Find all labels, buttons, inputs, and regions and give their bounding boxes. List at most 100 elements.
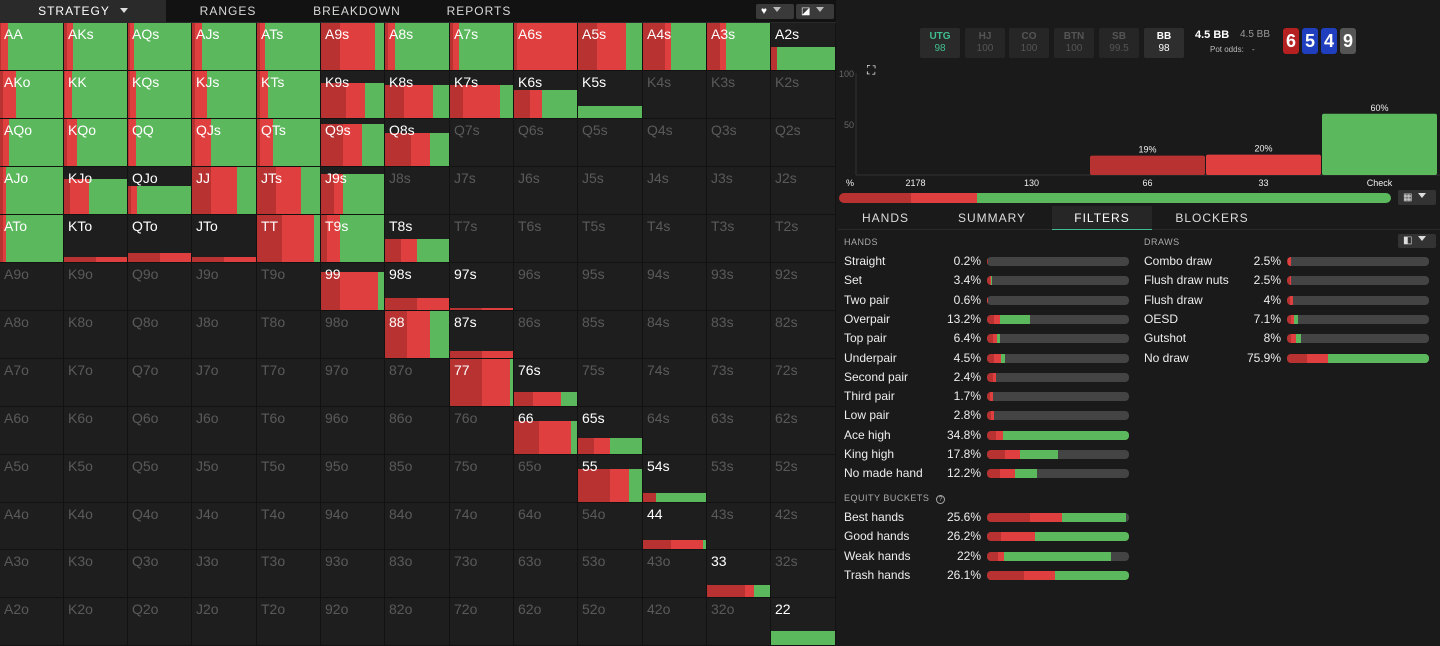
hand-cell[interactable]: 98s bbox=[385, 263, 450, 311]
hand-cell[interactable]: Q4s bbox=[643, 119, 707, 167]
hand-cell[interactable]: Q8s bbox=[385, 119, 450, 167]
hand-cell[interactable]: 32o bbox=[707, 598, 771, 646]
hand-cell[interactable]: 73o bbox=[450, 550, 514, 598]
hand-cell[interactable]: T7o bbox=[257, 359, 321, 407]
hand-cell[interactable]: 62s bbox=[771, 407, 836, 455]
hand-cell[interactable]: J6s bbox=[514, 167, 578, 215]
filter-row[interactable]: Gutshot 8% bbox=[1144, 329, 1433, 347]
hand-cell[interactable]: T8s bbox=[385, 215, 450, 263]
board-card[interactable]: 5 bbox=[1302, 28, 1318, 54]
hand-cell[interactable]: 95o bbox=[321, 455, 385, 503]
hand-cell[interactable]: K9s bbox=[321, 71, 385, 119]
hand-cell[interactable]: T3s bbox=[707, 215, 771, 263]
hand-cell[interactable]: Q5s bbox=[578, 119, 643, 167]
hand-cell[interactable]: JTs bbox=[257, 167, 321, 215]
hand-cell[interactable]: KQs bbox=[128, 71, 192, 119]
hand-cell[interactable]: 42s bbox=[771, 503, 836, 550]
hand-cell[interactable]: A4s bbox=[643, 23, 707, 71]
hand-cell[interactable]: 84s bbox=[643, 311, 707, 359]
hand-cell[interactable]: T4s bbox=[643, 215, 707, 263]
tab-blockers[interactable]: BLOCKERS bbox=[1175, 211, 1249, 225]
hand-cell[interactable]: 98o bbox=[321, 311, 385, 359]
hand-cell[interactable]: A6o bbox=[0, 407, 64, 455]
hand-cell[interactable]: 65o bbox=[514, 455, 578, 503]
hand-cell[interactable]: 72s bbox=[771, 359, 836, 407]
hand-cell[interactable]: 55 bbox=[578, 455, 643, 503]
filter-row[interactable]: No made hand 12.2% bbox=[844, 464, 1133, 482]
filter-row[interactable]: Low pair 2.8% bbox=[844, 406, 1133, 424]
hand-cell[interactable]: 63s bbox=[707, 407, 771, 455]
position-hj[interactable]: HJ 100 bbox=[965, 28, 1005, 58]
hand-cell[interactable]: J7o bbox=[192, 359, 257, 407]
hand-cell[interactable]: K2s bbox=[771, 71, 836, 119]
hand-cell[interactable]: QJo bbox=[128, 167, 192, 215]
hand-cell[interactable]: 54o bbox=[578, 503, 643, 550]
filter-row[interactable]: Two pair 0.6% bbox=[844, 291, 1133, 309]
hand-cell[interactable]: KTo bbox=[64, 215, 128, 263]
hand-cell[interactable]: KK bbox=[64, 71, 128, 119]
hand-cell[interactable]: 86o bbox=[385, 407, 450, 455]
filter-row[interactable]: OESD 7.1% bbox=[1144, 310, 1433, 328]
hand-cell[interactable]: 32s bbox=[771, 550, 836, 598]
hand-cell[interactable]: AJo bbox=[0, 167, 64, 215]
hand-cell[interactable]: T3o bbox=[257, 550, 321, 598]
hand-cell[interactable]: 53o bbox=[578, 550, 643, 598]
display-mode-button[interactable]: ◪ bbox=[796, 4, 834, 19]
hand-cell[interactable]: A5s bbox=[578, 23, 643, 71]
hand-cell[interactable]: 43s bbox=[707, 503, 771, 550]
hand-cell[interactable]: K7s bbox=[450, 71, 514, 119]
hand-cell[interactable]: 72o bbox=[450, 598, 514, 646]
position-bb[interactable]: BB 98 bbox=[1144, 28, 1184, 58]
hand-cell[interactable]: 53s bbox=[707, 455, 771, 503]
hand-cell[interactable]: 93s bbox=[707, 263, 771, 311]
hand-cell[interactable]: 76s bbox=[514, 359, 578, 407]
hand-cell[interactable]: 75s bbox=[578, 359, 643, 407]
hand-cell[interactable]: AKs bbox=[64, 23, 128, 71]
board-card[interactable]: 9 bbox=[1340, 28, 1356, 54]
hand-cell[interactable]: 77 bbox=[450, 359, 514, 407]
expand-icon[interactable]: ⛶ bbox=[866, 63, 876, 77]
hand-cell[interactable]: J9s bbox=[321, 167, 385, 215]
filter-row[interactable]: Flush draw nuts 2.5% bbox=[1144, 271, 1433, 289]
hand-cell[interactable]: A7o bbox=[0, 359, 64, 407]
hand-cell[interactable]: 93o bbox=[321, 550, 385, 598]
hand-cell[interactable]: 63o bbox=[514, 550, 578, 598]
hand-cell[interactable]: 64s bbox=[643, 407, 707, 455]
hand-cell[interactable]: KQo bbox=[64, 119, 128, 167]
filter-mode-button[interactable]: ◧ bbox=[1398, 234, 1436, 248]
hand-cell[interactable]: TT bbox=[257, 215, 321, 263]
hand-cell[interactable]: JTo bbox=[192, 215, 257, 263]
position-btn[interactable]: BTN 100 bbox=[1054, 28, 1094, 58]
hand-cell[interactable]: 76o bbox=[450, 407, 514, 455]
tab-ranges[interactable]: RANGES bbox=[199, 4, 257, 18]
hand-cell[interactable]: J6o bbox=[192, 407, 257, 455]
hand-cell[interactable]: A2o bbox=[0, 598, 64, 646]
hand-cell[interactable]: Q2o bbox=[128, 598, 192, 646]
hand-cell[interactable]: K4o bbox=[64, 503, 128, 550]
hand-cell[interactable]: Q8o bbox=[128, 311, 192, 359]
hand-cell[interactable]: A3o bbox=[0, 550, 64, 598]
hand-cell[interactable]: 94o bbox=[321, 503, 385, 550]
hand-cell[interactable]: 43o bbox=[643, 550, 707, 598]
hand-cell[interactable]: A5o bbox=[0, 455, 64, 503]
hand-cell[interactable]: JJ bbox=[192, 167, 257, 215]
hand-cell[interactable]: Q7o bbox=[128, 359, 192, 407]
filter-row[interactable]: Flush draw 4% bbox=[1144, 291, 1433, 309]
hand-cell[interactable]: 92s bbox=[771, 263, 836, 311]
hand-cell[interactable]: K3o bbox=[64, 550, 128, 598]
hand-cell[interactable]: 82o bbox=[385, 598, 450, 646]
hand-cell[interactable]: Q7s bbox=[450, 119, 514, 167]
hand-cell[interactable]: 73s bbox=[707, 359, 771, 407]
hand-cell[interactable]: 52s bbox=[771, 455, 836, 503]
filter-row[interactable]: Top pair 6.4% bbox=[844, 329, 1133, 347]
hand-cell[interactable]: K3s bbox=[707, 71, 771, 119]
hand-cell[interactable]: 83o bbox=[385, 550, 450, 598]
hand-cell[interactable]: Q3o bbox=[128, 550, 192, 598]
filter-row[interactable]: Third pair 1.7% bbox=[844, 387, 1133, 405]
hand-cell[interactable]: J4o bbox=[192, 503, 257, 550]
hand-cell[interactable]: K5s bbox=[578, 71, 643, 119]
hand-cell[interactable]: J8s bbox=[385, 167, 450, 215]
filter-row[interactable]: Underpair 4.5% bbox=[844, 349, 1133, 367]
hand-cell[interactable]: J5o bbox=[192, 455, 257, 503]
tab-reports[interactable]: REPORTS bbox=[446, 4, 512, 18]
